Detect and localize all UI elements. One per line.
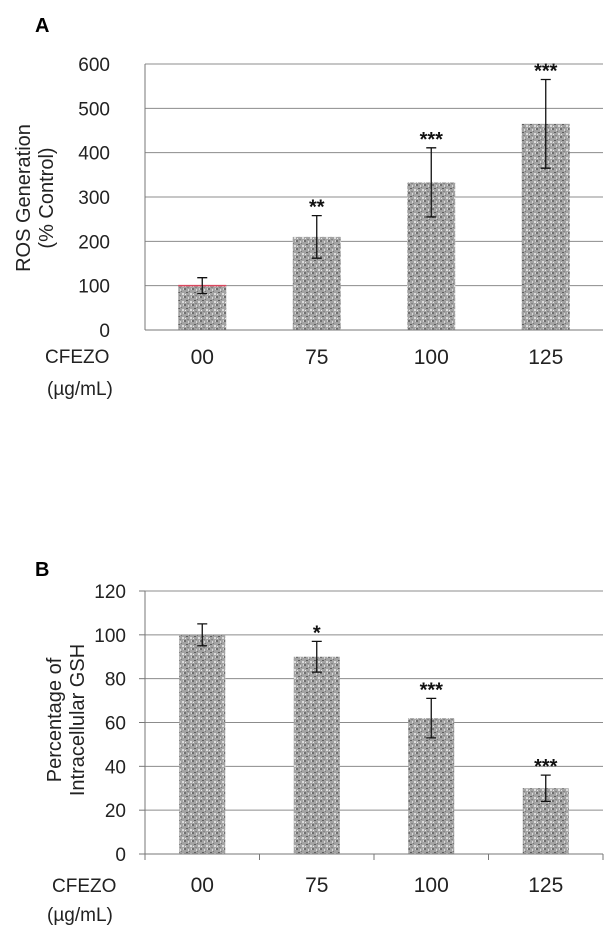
y-tick-label: 200 [78, 232, 110, 253]
y-axis-label-line-1: Percentage of [44, 657, 66, 782]
chart-panel-a: A ROS Generation (% Control) 0 100 200 300 4… [13, 15, 603, 400]
bars [178, 123, 570, 330]
chart-panel-b: B Percentage of Intracellular GSH 0 20 40 6… [35, 559, 604, 926]
axes [144, 64, 603, 331]
bar [293, 656, 340, 854]
x-tick-label: 100 [414, 346, 449, 369]
error-bar [197, 277, 208, 295]
y-tick-label: 120 [94, 582, 126, 603]
error-bar [540, 78, 551, 169]
x-tick-labels: 00 75 100 125 [191, 346, 564, 369]
significance-label: *** [534, 756, 558, 778]
y-tick-label: 500 [78, 99, 110, 120]
error-bar [311, 640, 322, 673]
bar [408, 718, 455, 854]
x-axis-name-line-2: (µg/mL) [47, 379, 113, 400]
x-tick-label: 125 [528, 346, 563, 369]
x-axis-name-line-1: CFEZO [45, 347, 109, 368]
error-bar [197, 623, 208, 647]
y-axis-label: Percentage of Intracellular GSH [44, 644, 89, 796]
y-axis-label: ROS Generation (% Control) [13, 124, 58, 272]
significance-label: *** [420, 679, 444, 701]
x-tick-label: 00 [191, 346, 214, 369]
significance-label: * [313, 622, 321, 644]
panel-label: B [35, 559, 49, 581]
y-tick-label: 60 [105, 714, 126, 735]
x-tick-label: 00 [191, 874, 214, 897]
y-axis-label-line-1: ROS Generation [13, 124, 35, 272]
significance-labels: ******* [313, 622, 558, 778]
x-axis-name-line-1: CFEZO [52, 876, 116, 897]
significance-label: ** [309, 197, 325, 219]
x-tick-label: 125 [528, 874, 563, 897]
error-bars [197, 78, 551, 295]
error-bar [426, 697, 437, 739]
bar [179, 634, 226, 854]
y-tick-labels: 0 100 200 300 400 500 600 [78, 55, 110, 342]
significance-label: *** [420, 129, 444, 151]
y-axis-label-line-2: (% Control) [36, 147, 58, 248]
y-tick-label: 0 [115, 845, 126, 866]
x-axis-name-line-2: (µg/mL) [47, 905, 113, 926]
y-tick-label: 100 [94, 626, 126, 647]
y-tick-label: 0 [99, 321, 110, 342]
error-bar [540, 774, 551, 803]
y-tick-label: 300 [78, 188, 110, 209]
x-tick-label: 75 [305, 874, 328, 897]
panel-label: A [35, 15, 49, 37]
y-tick-labels: 0 20 40 60 80 100 120 [94, 582, 126, 866]
y-tick-label: 20 [105, 801, 126, 822]
error-bar [311, 214, 322, 259]
x-tick-label: 100 [414, 874, 449, 897]
x-tick-label: 75 [305, 346, 328, 369]
y-tick-label: 80 [105, 670, 126, 691]
y-tick-label: 400 [78, 144, 110, 165]
y-tick-label: 100 [78, 277, 110, 298]
axes [139, 590, 604, 860]
y-axis-label-line-2: Intracellular GSH [67, 644, 89, 796]
error-bars [197, 623, 551, 803]
y-tick-label: 40 [105, 757, 126, 778]
x-tick-labels: 00 75 100 125 [191, 874, 564, 897]
error-bar [426, 147, 437, 218]
bars [179, 634, 569, 854]
y-tick-label: 600 [78, 55, 110, 76]
significance-label: *** [534, 61, 558, 83]
significance-labels: ******** [309, 61, 558, 219]
